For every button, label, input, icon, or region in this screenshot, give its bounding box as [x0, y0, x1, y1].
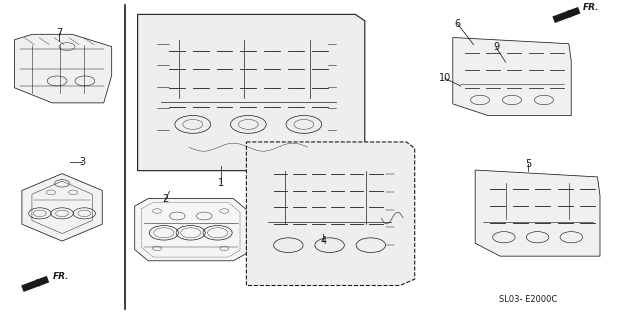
Polygon shape: [246, 142, 415, 286]
Text: 6: 6: [454, 19, 461, 29]
Text: SL03- E2000C: SL03- E2000C: [499, 295, 557, 304]
Text: 1: 1: [218, 178, 224, 189]
Polygon shape: [138, 14, 365, 171]
Text: FR.: FR.: [582, 4, 599, 12]
Text: 4: 4: [320, 236, 326, 246]
Polygon shape: [135, 198, 246, 261]
Text: 9: 9: [493, 42, 499, 52]
Polygon shape: [453, 38, 572, 116]
Text: 10: 10: [438, 73, 451, 83]
Polygon shape: [475, 170, 600, 256]
Text: 2: 2: [162, 194, 168, 204]
Text: FR.: FR.: [52, 272, 69, 281]
Polygon shape: [15, 34, 111, 103]
Text: 3: 3: [79, 157, 85, 167]
Text: 5: 5: [525, 159, 531, 169]
Polygon shape: [22, 174, 102, 241]
Text: 7: 7: [56, 28, 62, 39]
